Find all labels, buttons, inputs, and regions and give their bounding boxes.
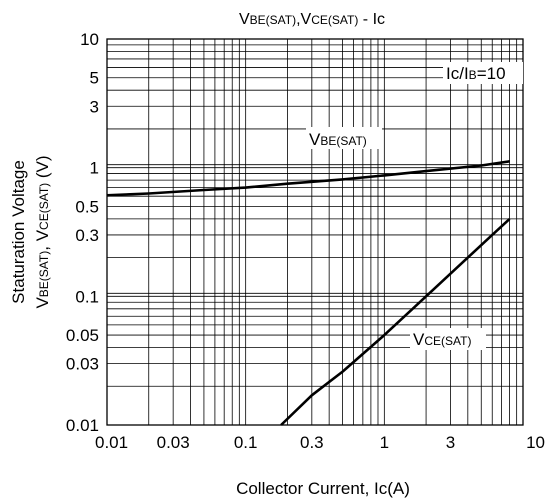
- y-tick-label: 10: [80, 30, 99, 49]
- x-tick-label: 3: [446, 433, 455, 452]
- vce-label-bg: [410, 328, 486, 350]
- plot-frame: [106, 38, 524, 426]
- y-tick-label: 5: [90, 69, 99, 88]
- y-axis-label: Staturation Voltage VBE(SAT), VCE(SAT) (…: [9, 155, 52, 308]
- vce-sat-label: VCE(SAT): [413, 330, 471, 349]
- x-tick-label: 0.01: [95, 433, 128, 452]
- condition-label-bg: [443, 62, 523, 84]
- y-tick-label: 3: [90, 97, 99, 116]
- x-tick-label: 0.1: [234, 433, 258, 452]
- x-tick-label: 10: [526, 433, 545, 452]
- condition-label: Ic/IB=10: [446, 64, 506, 83]
- chart-title: VBE(SAT),VCE(SAT) - Ic: [239, 11, 385, 28]
- y-tick-label: 0.5: [75, 197, 99, 216]
- y-axis-label-line1: Staturation Voltage: [9, 160, 28, 304]
- series-line-vce-sat: [280, 217, 511, 426]
- y-tick-label: 0.01: [66, 416, 99, 435]
- y-axis-label-line2: VBE(SAT), VCE(SAT) (V): [33, 155, 52, 308]
- grid: [107, 39, 523, 425]
- x-tick-label: 0.03: [157, 433, 190, 452]
- series-group: [106, 160, 511, 426]
- y-tick-labels: 10 5 3 1 0.5 0.3 0.1 0.05 0.03 0.01: [66, 30, 99, 435]
- x-tick-label: 0.3: [300, 433, 324, 452]
- y-tick-label: 0.05: [66, 326, 99, 345]
- y-tick-label: 0.1: [75, 287, 99, 306]
- x-tick-label: 1: [380, 433, 389, 452]
- vbe-sat-label: VBE(SAT): [309, 130, 367, 149]
- y-tick-label: 0.3: [75, 226, 99, 245]
- vbe-label-bg: [306, 127, 382, 149]
- series-line-vbe-sat: [106, 160, 510, 197]
- y-tick-label: 1: [90, 159, 99, 178]
- x-tick-labels: 0.01 0.03 0.1 0.3 1 3 10: [95, 433, 545, 452]
- y-tick-label: 0.03: [66, 355, 99, 374]
- x-axis-label: Collector Current, Ic(A): [236, 479, 410, 498]
